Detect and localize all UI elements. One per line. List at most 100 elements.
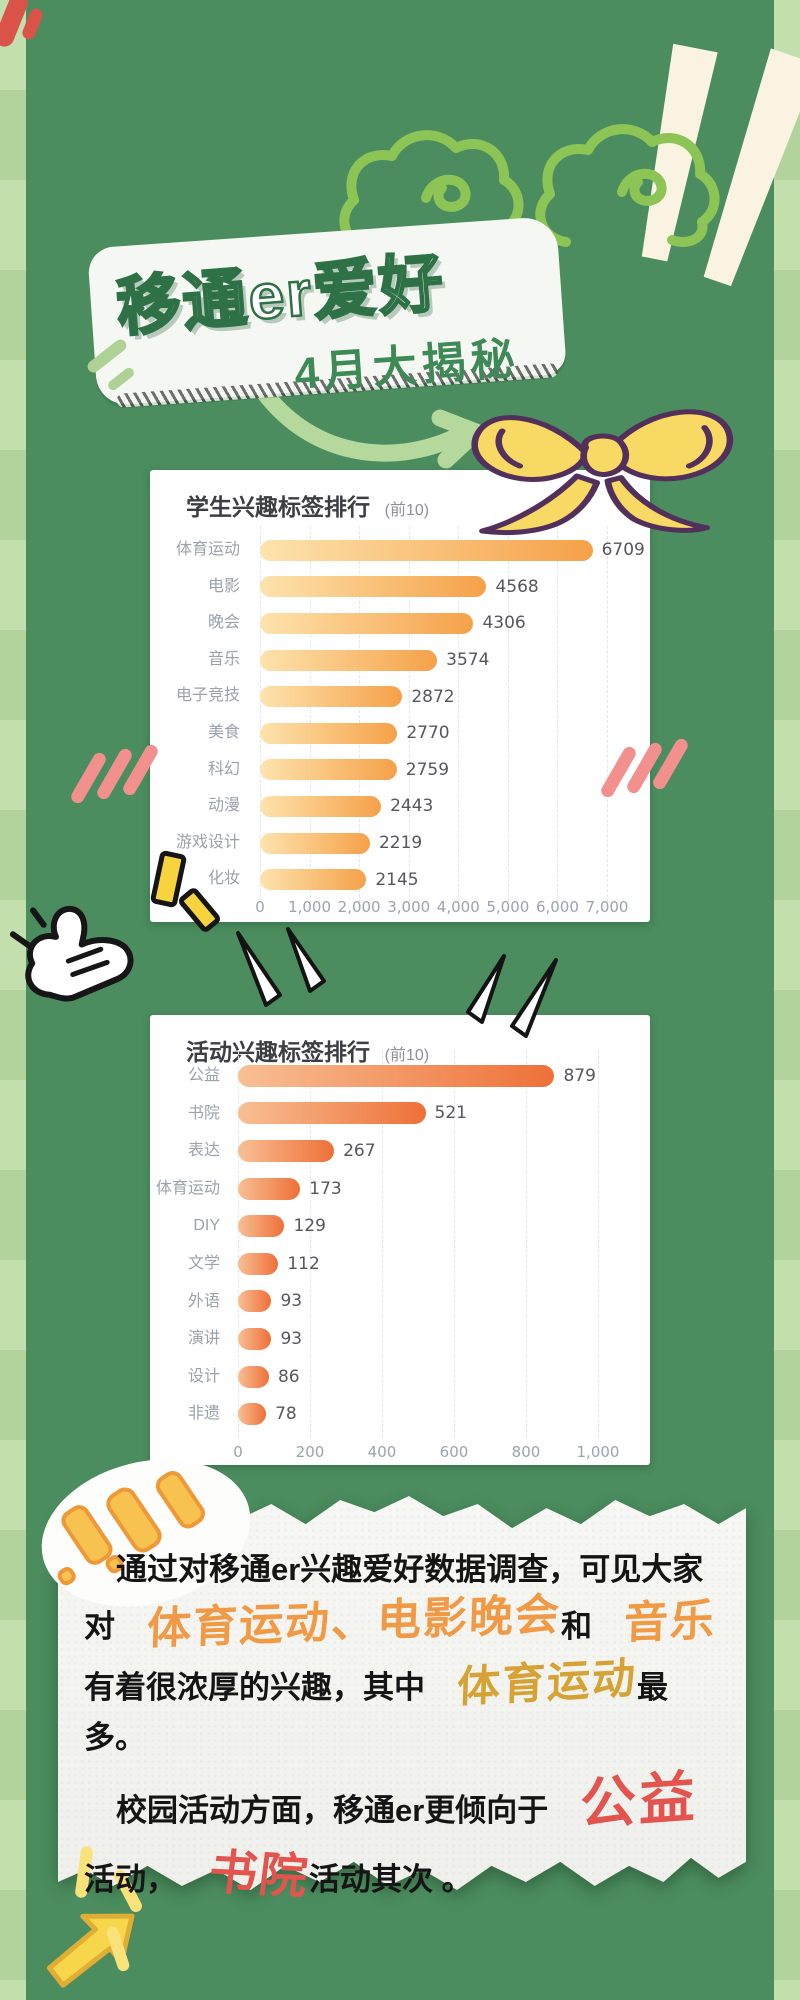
bar (238, 1177, 301, 1200)
x-axis-tick: 800 (511, 1443, 541, 1461)
bar-row: 2219 (260, 825, 667, 862)
chart-subtitle-text: (前10) (384, 1047, 430, 1064)
x-axis-tick: 4,000 (436, 898, 480, 916)
x-axis-tick: 1,000 (288, 898, 332, 916)
bar-row: 173 (238, 1170, 658, 1208)
bar-value-label: 521 (434, 1103, 467, 1124)
summary-segment: 通过对移通er兴趣爱好数据调查，可见大家对 (84, 1552, 704, 1645)
gridline (458, 526, 460, 902)
gridline (260, 526, 261, 902)
plot-area: 6709 4568 4306 3574 2872 2770 2759 2443 2219 2145 (260, 526, 667, 902)
bar (238, 1064, 555, 1087)
bar (260, 832, 370, 854)
bar-value-label: 2219 (378, 833, 423, 854)
bar-value-label: 93 (280, 1328, 303, 1349)
bar (238, 1102, 426, 1125)
gridline (408, 526, 410, 902)
bar-row: 2770 (260, 715, 667, 752)
summary-text: 通过对移通er兴趣爱好数据调查，可见大家对 体育运动、电影晚会和 音乐有着很浓厚的兴… (84, 1548, 720, 1911)
summary-segment: 有着很浓厚的兴趣，其中 (84, 1670, 425, 1706)
summary-paragraph: 通过对移通er兴趣爱好数据调查，可见大家对 体育运动、电影晚会和 音乐有着很浓厚的兴… (84, 1548, 720, 1760)
chart-title-text: 活动兴趣标签排行 (186, 1039, 370, 1065)
plot-area: 879 521 267 173 129 112 93 93 86 78 (238, 1051, 658, 1437)
bar (238, 1403, 267, 1426)
bar (260, 759, 397, 781)
bar (260, 649, 438, 671)
bar-row: 2145 (260, 861, 667, 898)
gridline (607, 526, 608, 902)
summary-segment: 活动其次 。 (309, 1862, 473, 1898)
bar (260, 869, 367, 891)
gridline (359, 526, 361, 902)
x-axis-tick: 7,000 (585, 898, 629, 916)
bar (260, 722, 398, 744)
gridline (598, 1051, 599, 1437)
bar (238, 1252, 279, 1275)
gridline (238, 1051, 239, 1437)
x-axis: 0 1,000 2,000 3,000 4,000 5,000 6,000 7,000 (255, 898, 667, 920)
summary-segment: 和 (561, 1609, 592, 1645)
chart-subtitle-text: (前10) (384, 502, 430, 519)
bar-category-label: 电子竞技 (175, 687, 240, 705)
gridline (309, 526, 311, 902)
bar-row: 2759 (260, 752, 667, 789)
summary-segment: 体育运动、电影晚会 (146, 1590, 562, 1654)
bar (238, 1139, 335, 1162)
gridline (382, 1051, 383, 1437)
bar-category-label: 文学 (187, 1255, 220, 1272)
bar-category-label: 体育运动 (155, 1179, 220, 1197)
bar-category-label: 美食 (207, 724, 240, 741)
bar-row: 93 (238, 1320, 658, 1358)
bar-category-label: 演讲 (187, 1330, 220, 1348)
bar-value-label: 2759 (405, 759, 450, 780)
bar-category-label: 化妆 (207, 870, 240, 888)
bar-value-label: 2443 (390, 796, 434, 817)
orange-exclamations-icon (57, 1471, 205, 1586)
chart-card-student-interests: 学生兴趣标签排行 (前10) 体育运动 电影 晚会 音乐 电子竞技 美食 科幻 动漫 游戏设计化… (150, 470, 650, 922)
bar-value-label: 112 (287, 1253, 320, 1274)
bar-value-label: 879 (563, 1065, 596, 1086)
bar-category-label: 动漫 (207, 797, 240, 815)
summary-segment: 音乐 (623, 1595, 717, 1649)
x-axis-tick: 600 (439, 1443, 469, 1461)
bar (260, 539, 593, 561)
x-axis-tick: 5,000 (486, 898, 530, 916)
gridline (454, 1051, 455, 1437)
bar-row: 4306 (260, 605, 667, 642)
bar-value-label: 267 (343, 1140, 376, 1161)
summary-segment: 活动， (84, 1862, 177, 1898)
left-border-stripe (0, 0, 26, 2000)
bar (238, 1365, 269, 1388)
bar-category-label: 设计 (187, 1367, 220, 1385)
x-axis-tick: 0 (255, 898, 265, 916)
x-axis-tick: 6,000 (535, 898, 579, 916)
summary-segment: 最多。 (84, 1670, 668, 1755)
bar-row: 86 (238, 1358, 658, 1396)
summary-segment: 校园活动方面，移通er更倾向于 (116, 1792, 549, 1828)
bar (260, 686, 403, 708)
chart-title: 学生兴趣标签排行 (前10) (186, 488, 429, 522)
x-axis-tick: 3,000 (387, 898, 431, 916)
bar-value-label: 86 (277, 1366, 300, 1387)
bar-value-label: 2145 (375, 869, 419, 890)
right-border-stripe (774, 0, 800, 2000)
bar-row: 129 (238, 1207, 658, 1245)
chart-card-activity-interests: 活动兴趣标签排行 (前10) 公益 书院 表达 体育运动 DIY 文学 外语 演讲 设计 非遗 8… (150, 1015, 650, 1465)
bar-row: 2872 (260, 678, 667, 715)
summary-paragraph: 校园活动方面，移通er更倾向于 公益活动， 书院活动其次 。 (84, 1762, 720, 1910)
bar-value-label: 4568 (495, 576, 539, 597)
curved-arrow-icon (243, 365, 485, 469)
bar-row: 521 (238, 1095, 658, 1133)
bar-category-label: 音乐 (207, 650, 240, 668)
x-axis-tick: 2,000 (337, 898, 381, 916)
bar-row: 112 (238, 1245, 658, 1283)
bar-value-label: 4306 (482, 613, 526, 634)
bar (260, 795, 382, 817)
bar-category-label: 体育运动 (175, 541, 240, 558)
bar-value-label: 2872 (411, 686, 455, 707)
bar (238, 1290, 272, 1313)
bar-category-label: 晚会 (207, 614, 240, 632)
bar-row: 2443 (260, 788, 667, 825)
bar-row: 3574 (260, 642, 667, 679)
